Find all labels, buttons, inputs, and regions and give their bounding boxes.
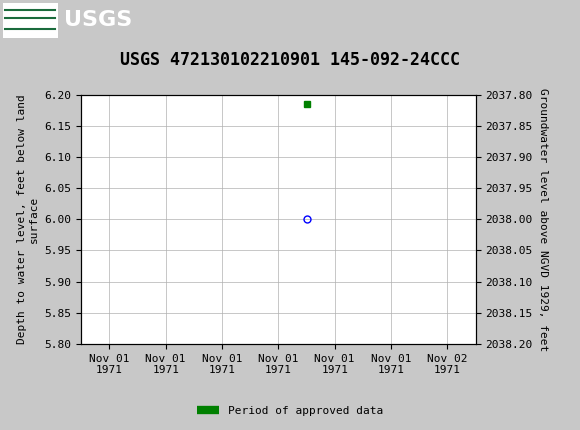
Text: USGS: USGS bbox=[64, 10, 132, 31]
Bar bbox=[3, 3, 58, 37]
Y-axis label: Groundwater level above NGVD 1929, feet: Groundwater level above NGVD 1929, feet bbox=[538, 88, 548, 351]
Legend: Period of approved data: Period of approved data bbox=[193, 401, 387, 420]
Y-axis label: Depth to water level, feet below land
surface: Depth to water level, feet below land su… bbox=[17, 95, 39, 344]
Text: USGS 472130102210901 145-092-24CCC: USGS 472130102210901 145-092-24CCC bbox=[120, 51, 460, 69]
